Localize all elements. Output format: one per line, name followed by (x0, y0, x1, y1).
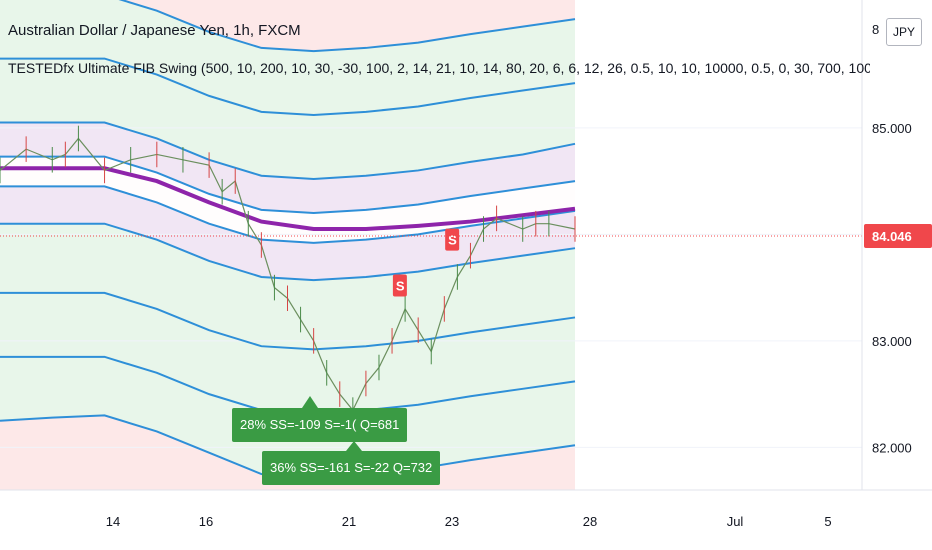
midline-group (0, 166, 576, 232)
price-group (0, 125, 576, 423)
band-line-5 (0, 222, 576, 282)
time-axis[interactable]: 14 16 21 23 28 Jul 5 (106, 514, 832, 529)
x-tick-4: 28 (583, 514, 597, 529)
price-line (0, 137, 576, 412)
x-tick-1: 16 (199, 514, 213, 529)
zone-fill-6 (0, 292, 575, 414)
sell-signal-label-0: S (396, 278, 405, 293)
band-line-0 (0, 121, 576, 180)
midline-line (0, 166, 576, 232)
y-tick-top-partial: 8 (872, 22, 879, 37)
last-price-tag: 84.046 (864, 224, 932, 248)
y-tick-1: 83.000 (872, 334, 912, 349)
band-line-1 (0, 57, 576, 117)
sell-signal-label-1: S (448, 233, 457, 248)
currency-button[interactable]: JPY (886, 18, 922, 46)
zone-fill-1 (0, 58, 575, 179)
x-tick-5: Jul (727, 514, 744, 529)
x-tick-6: 5 (824, 514, 831, 529)
last-price-tag-bg (864, 224, 932, 248)
zone-fill-0 (0, 0, 575, 116)
annotation-note-2: 36% SS=-161 S=-22 Q=732 (262, 451, 441, 485)
sell-signal-0 (392, 274, 407, 297)
price-axis[interactable]: 85.000 83.000 82.000 8 (872, 22, 912, 455)
zone-fill-4 (0, 186, 575, 281)
band-line-3 (0, 155, 576, 215)
zone-fill-2 (0, 122, 575, 214)
y-tick-0: 85.000 (872, 121, 912, 136)
x-tick-3: 23 (445, 514, 459, 529)
symbol-title[interactable]: Australian Dollar / Japanese Yen, 1h, FX… (8, 22, 301, 39)
band-line-4 (0, 185, 576, 244)
annotation-note-1: 28% SS=-109 S=-1( Q=681 (232, 408, 408, 442)
sell-signal-1 (445, 228, 460, 251)
y-tick-2: 82.000 (872, 440, 912, 455)
last-price-label: 84.046 (872, 229, 912, 244)
x-tick-0: 14 (106, 514, 120, 529)
band-line-6 (0, 291, 576, 351)
x-tick-2: 21 (342, 514, 356, 529)
band-line-2 (118, 0, 576, 53)
study-legend[interactable]: TESTEDfx Ultimate FIB Swing (500, 10, 20… (8, 60, 870, 76)
signals-group: SS (392, 228, 460, 297)
